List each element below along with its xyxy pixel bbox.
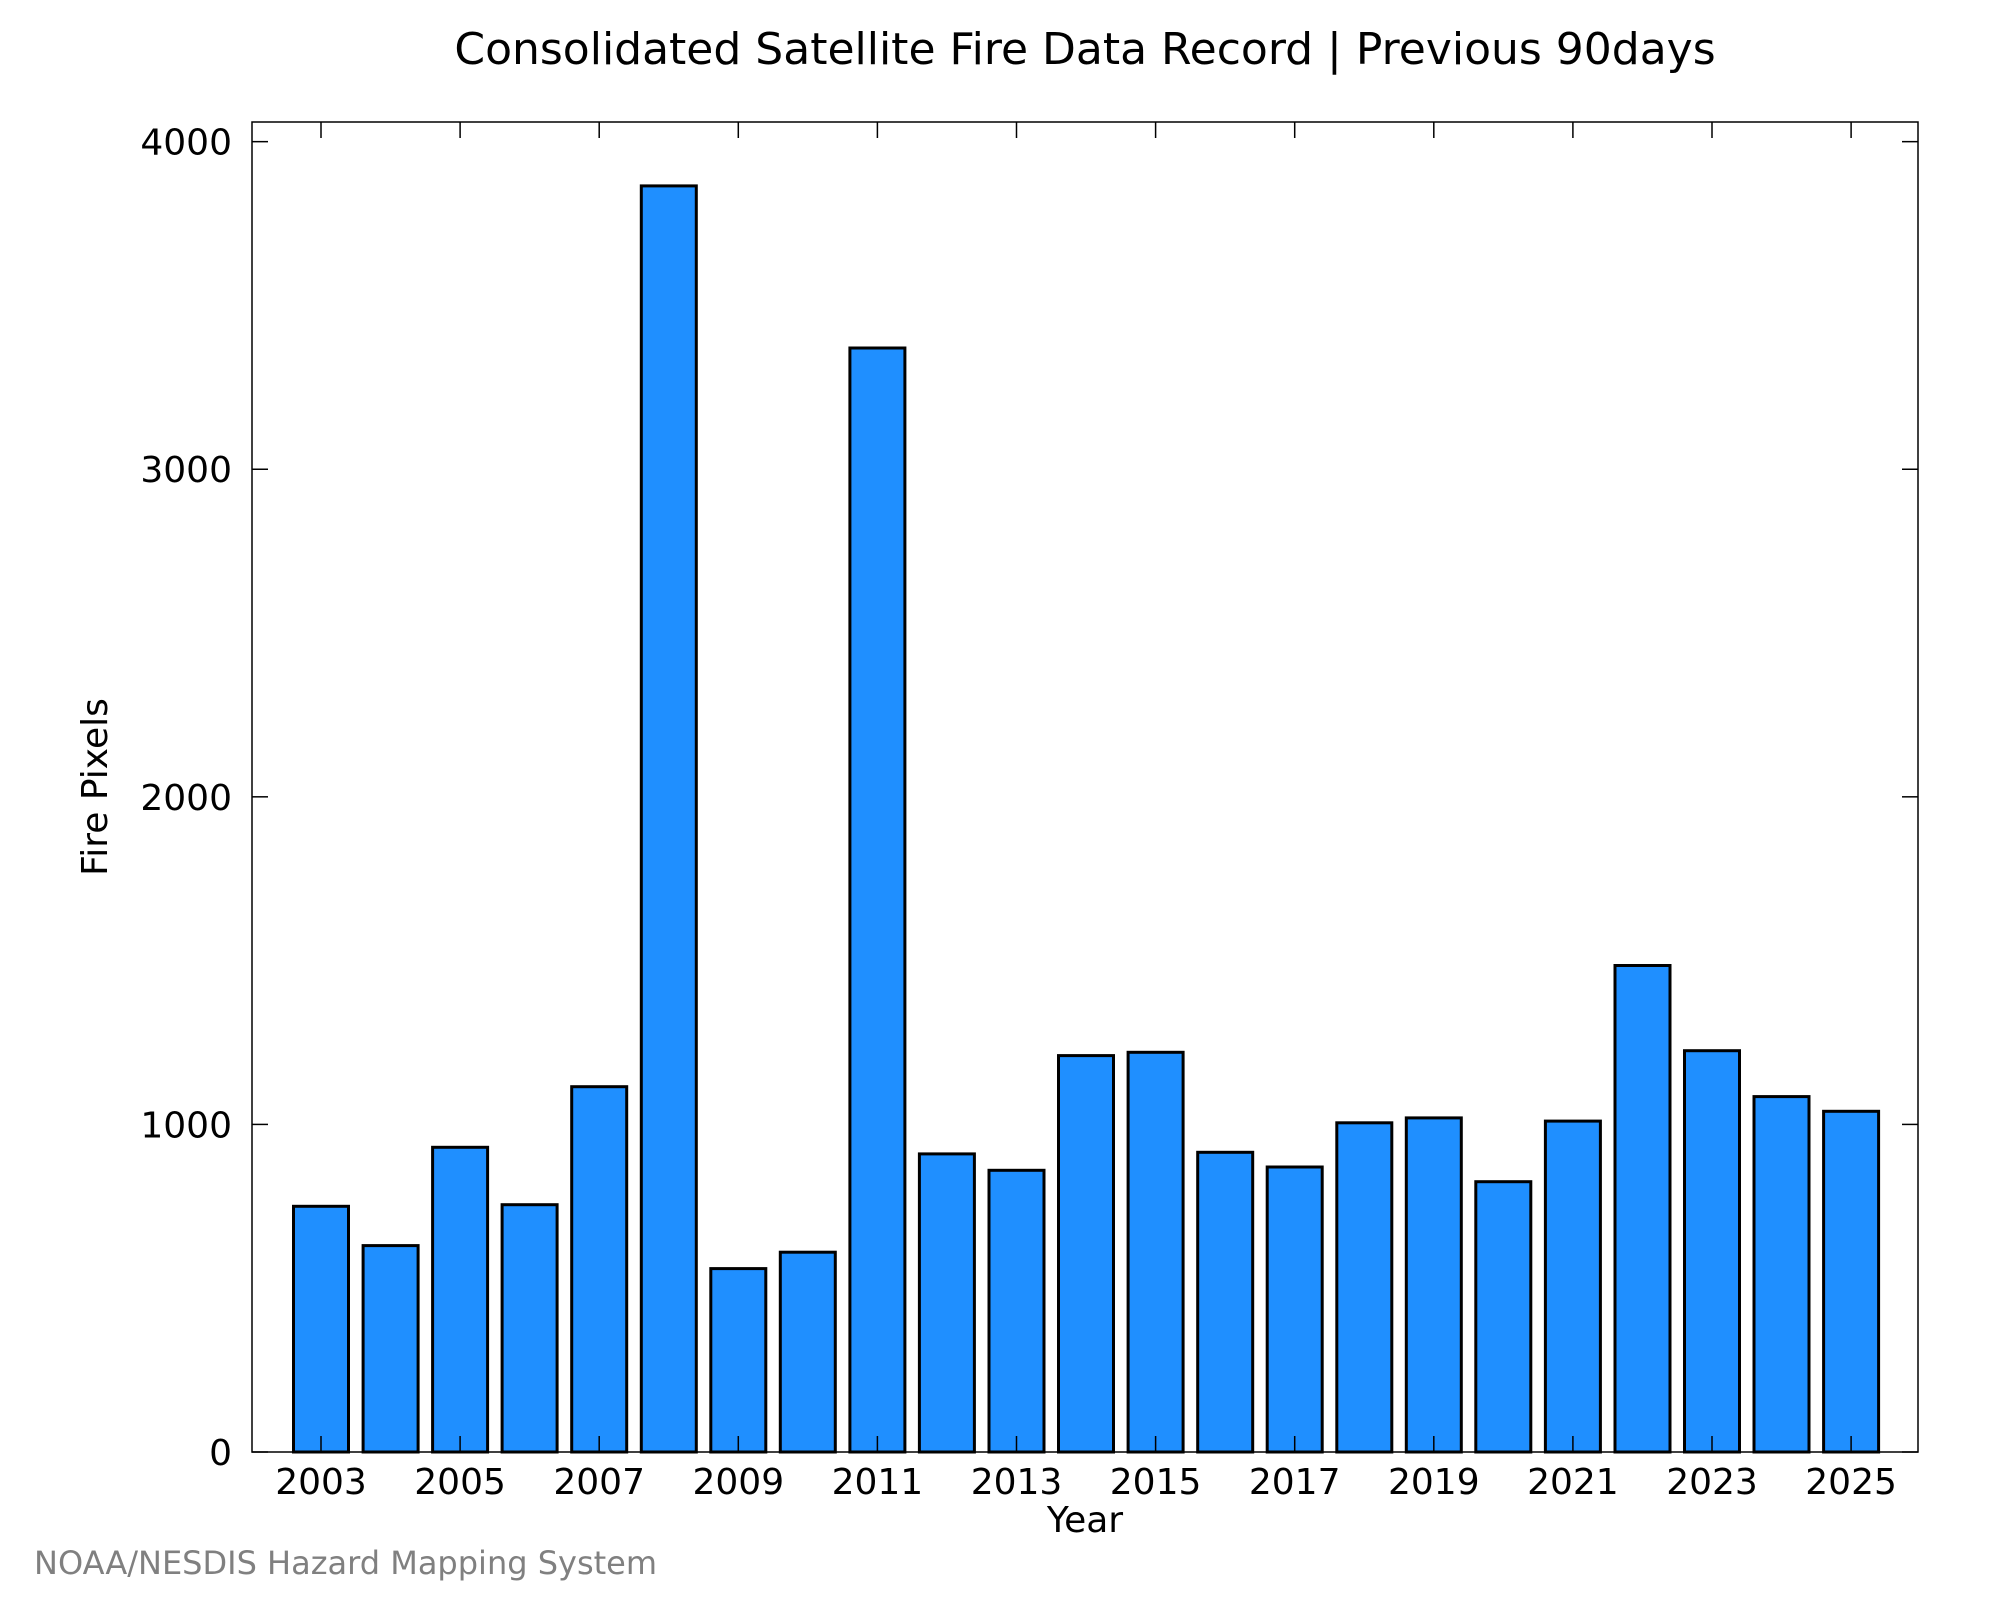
y-tick-label-2000: 2000 <box>140 778 232 819</box>
x-tick-label-2005: 2005 <box>414 1462 506 1503</box>
y-tick-labels: 0 1000 2000 3000 4000 <box>140 123 232 1474</box>
bar-2018 <box>1335 1121 1394 1454</box>
x-tick-label-2009: 2009 <box>692 1462 784 1503</box>
bar-2003 <box>292 1204 350 1454</box>
credit-text: NOAA/NESDIS Hazard Mapping System <box>34 1544 657 1582</box>
bar-2008 <box>639 184 698 1454</box>
bar-2015 <box>1126 1050 1185 1454</box>
bar-2023 <box>1683 1049 1741 1454</box>
x-tick-label-2021: 2021 <box>1527 1462 1619 1503</box>
bar-2014 <box>1057 1054 1115 1454</box>
bars-layer <box>292 184 1881 1454</box>
bar-2013 <box>987 1168 1046 1454</box>
x-tick-label-2007: 2007 <box>553 1462 645 1503</box>
bar-2019 <box>1404 1116 1463 1454</box>
bar-2024 <box>1752 1095 1811 1454</box>
y-tick-label-4000: 4000 <box>140 123 232 164</box>
bar-2004 <box>361 1244 420 1454</box>
x-tick-label-2011: 2011 <box>832 1462 924 1503</box>
bar-2022 <box>1613 964 1672 1454</box>
x-tick-label-2023: 2023 <box>1666 1462 1758 1503</box>
y-tick-label-0: 0 <box>209 1433 232 1474</box>
bar-2016 <box>1196 1150 1255 1454</box>
x-tick-label-2017: 2017 <box>1249 1462 1341 1503</box>
y-tick-label-3000: 3000 <box>140 450 232 491</box>
x-tick-label-2013: 2013 <box>971 1462 1063 1503</box>
bar-2025 <box>1822 1109 1881 1454</box>
x-axis-title: Year <box>1046 1500 1123 1541</box>
bar-2011 <box>848 346 907 1454</box>
plot-area-frame <box>251 121 1919 1453</box>
bar-2009 <box>709 1267 768 1454</box>
bar-2005 <box>431 1145 490 1454</box>
bar-2017 <box>1265 1165 1324 1454</box>
x-tick-label-2003: 2003 <box>275 1462 367 1503</box>
bar-2010 <box>778 1250 837 1454</box>
y-axis-title: Fire Pixels <box>75 698 116 876</box>
ticks-layer <box>252 122 1918 1453</box>
x-tick-label-2015: 2015 <box>1110 1462 1202 1503</box>
x-tick-label-2019: 2019 <box>1388 1462 1480 1503</box>
chart-title: Consolidated Satellite Fire Data Record … <box>454 24 1715 75</box>
x-tick-labels: 2003 2005 2007 2009 2011 2013 2015 2017 2019 2021… <box>275 1462 1897 1503</box>
x-tick-label-2025: 2025 <box>1805 1462 1897 1503</box>
y-tick-label-1000: 1000 <box>140 1105 232 1146</box>
bar-2012 <box>917 1152 976 1454</box>
bar-2021 <box>1543 1119 1602 1454</box>
bar-2006 <box>500 1203 559 1454</box>
bar-2020 <box>1474 1180 1533 1454</box>
bar-2007 <box>570 1085 629 1454</box>
